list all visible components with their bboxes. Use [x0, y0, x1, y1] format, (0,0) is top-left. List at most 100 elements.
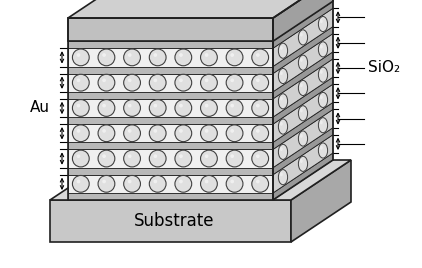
- Polygon shape: [68, 0, 333, 18]
- Circle shape: [77, 79, 80, 82]
- Circle shape: [205, 154, 208, 158]
- Circle shape: [149, 150, 166, 167]
- Circle shape: [102, 180, 106, 183]
- Circle shape: [149, 74, 166, 91]
- Polygon shape: [68, 175, 273, 193]
- Circle shape: [256, 129, 260, 133]
- Ellipse shape: [300, 33, 303, 36]
- Polygon shape: [68, 124, 273, 142]
- Circle shape: [149, 176, 166, 192]
- Circle shape: [154, 129, 157, 133]
- Polygon shape: [68, 99, 273, 117]
- Circle shape: [252, 150, 268, 167]
- Circle shape: [200, 176, 217, 192]
- Ellipse shape: [320, 95, 323, 99]
- Circle shape: [128, 104, 132, 107]
- Circle shape: [230, 104, 234, 107]
- Ellipse shape: [279, 43, 288, 58]
- Polygon shape: [68, 92, 273, 99]
- Ellipse shape: [318, 67, 327, 82]
- Polygon shape: [273, 27, 333, 73]
- Circle shape: [124, 100, 141, 116]
- Circle shape: [149, 49, 166, 66]
- Circle shape: [175, 125, 192, 142]
- Ellipse shape: [280, 122, 283, 126]
- Circle shape: [205, 79, 208, 82]
- Polygon shape: [273, 84, 333, 142]
- Ellipse shape: [318, 143, 327, 158]
- Circle shape: [175, 74, 192, 91]
- Polygon shape: [68, 150, 273, 168]
- Circle shape: [230, 53, 234, 57]
- Circle shape: [149, 125, 166, 142]
- Polygon shape: [68, 193, 273, 200]
- Circle shape: [98, 100, 115, 116]
- Circle shape: [230, 129, 234, 133]
- Polygon shape: [68, 48, 273, 66]
- Circle shape: [124, 150, 141, 167]
- Ellipse shape: [300, 83, 303, 87]
- Ellipse shape: [318, 118, 327, 133]
- Circle shape: [98, 74, 115, 91]
- Ellipse shape: [320, 146, 323, 150]
- Circle shape: [179, 154, 183, 158]
- Ellipse shape: [298, 30, 308, 45]
- Ellipse shape: [280, 97, 283, 100]
- Ellipse shape: [280, 173, 283, 176]
- Ellipse shape: [300, 58, 303, 62]
- Polygon shape: [68, 142, 273, 150]
- Circle shape: [175, 100, 192, 116]
- Circle shape: [256, 53, 260, 57]
- Circle shape: [124, 176, 141, 192]
- Polygon shape: [273, 59, 333, 117]
- Circle shape: [179, 104, 183, 107]
- Circle shape: [128, 154, 132, 158]
- Ellipse shape: [298, 131, 308, 146]
- Circle shape: [128, 53, 132, 57]
- Polygon shape: [273, 102, 333, 150]
- Circle shape: [205, 104, 208, 107]
- Circle shape: [102, 154, 106, 158]
- Circle shape: [200, 125, 217, 142]
- Polygon shape: [68, 18, 273, 41]
- Circle shape: [179, 129, 183, 133]
- Circle shape: [102, 53, 106, 57]
- Ellipse shape: [279, 119, 288, 134]
- Ellipse shape: [280, 71, 283, 75]
- Circle shape: [128, 79, 132, 82]
- Polygon shape: [273, 128, 333, 175]
- Circle shape: [175, 176, 192, 192]
- Polygon shape: [68, 73, 273, 92]
- Ellipse shape: [298, 80, 308, 95]
- Circle shape: [226, 49, 243, 66]
- Circle shape: [154, 79, 157, 82]
- Circle shape: [205, 180, 208, 183]
- Circle shape: [205, 53, 208, 57]
- Polygon shape: [291, 160, 351, 242]
- Ellipse shape: [320, 45, 323, 49]
- Polygon shape: [273, 135, 333, 193]
- Circle shape: [73, 49, 89, 66]
- Ellipse shape: [320, 20, 323, 23]
- Circle shape: [98, 49, 115, 66]
- Circle shape: [128, 129, 132, 133]
- Ellipse shape: [298, 156, 308, 171]
- Circle shape: [73, 100, 89, 116]
- Circle shape: [102, 129, 106, 133]
- Ellipse shape: [279, 68, 288, 84]
- Circle shape: [252, 100, 268, 116]
- Circle shape: [179, 79, 183, 82]
- Polygon shape: [273, 8, 333, 66]
- Circle shape: [154, 180, 157, 183]
- Circle shape: [154, 53, 157, 57]
- Circle shape: [124, 125, 141, 142]
- Text: Substrate: Substrate: [134, 212, 215, 230]
- Circle shape: [256, 79, 260, 82]
- Circle shape: [226, 176, 243, 192]
- Ellipse shape: [320, 121, 323, 124]
- Circle shape: [179, 53, 183, 57]
- Circle shape: [77, 180, 80, 183]
- Circle shape: [226, 150, 243, 167]
- Text: Au: Au: [30, 100, 50, 116]
- Circle shape: [175, 49, 192, 66]
